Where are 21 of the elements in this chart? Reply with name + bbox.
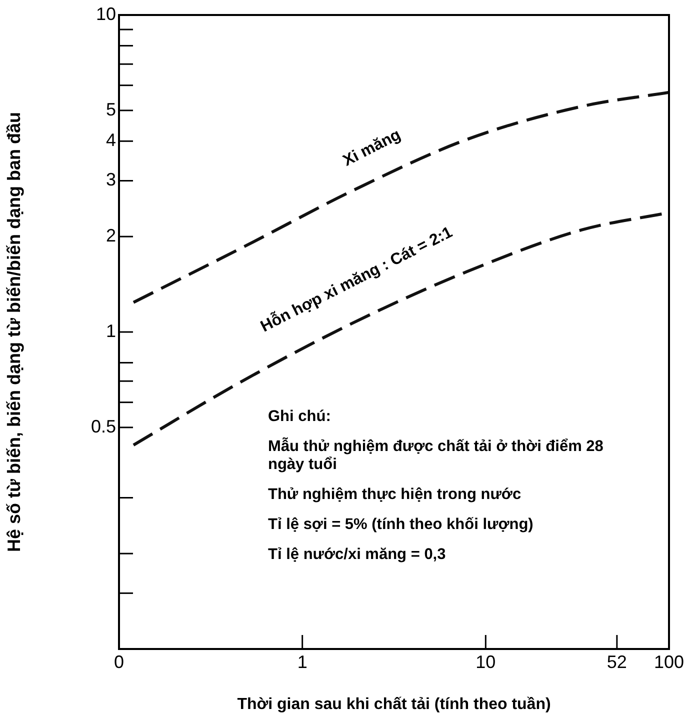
text: Xi măng xyxy=(340,126,404,170)
y-tick-label: 3 xyxy=(106,170,116,190)
text: Hỗn hợp xi măng : Cát = 2:1 xyxy=(257,222,456,336)
y-tick-label: 4 xyxy=(106,130,116,150)
annotation: Thử nghiệm thực hiện trong nước xyxy=(268,486,522,504)
x-tick-label: 52 xyxy=(606,652,627,672)
annotation: Tỉ lệ sợi = 5% (tính theo khối lượng) xyxy=(268,516,534,534)
y-tick-label: 0.5 xyxy=(90,416,116,436)
x-tick-label: 1 xyxy=(297,652,308,672)
y-tick-label: 2 xyxy=(106,226,116,246)
y-tick-label: 10 xyxy=(96,4,116,24)
annotation: Tỉ lệ nước/xi măng = 0,3 xyxy=(268,546,447,564)
y-tick-label: 1 xyxy=(106,320,116,341)
annotation: Mẫu thử nghiệm được chất tải ở thời điểm 28 ngày tuổi xyxy=(268,438,604,474)
x-tick-label: 10 xyxy=(476,652,496,672)
y-tick-label: 5 xyxy=(106,99,116,120)
x-axis-title: Thời gian sau khi chất tải (tính theo tuần) xyxy=(237,696,551,713)
y-axis-title: Hệ số từ biến, biến dạng từ biến/biến dạng ban đầu xyxy=(4,112,24,552)
annotation: Ghi chú: xyxy=(268,408,332,426)
x-tick-label: 0 xyxy=(114,652,124,672)
x-tick-label: 100 xyxy=(654,652,684,672)
